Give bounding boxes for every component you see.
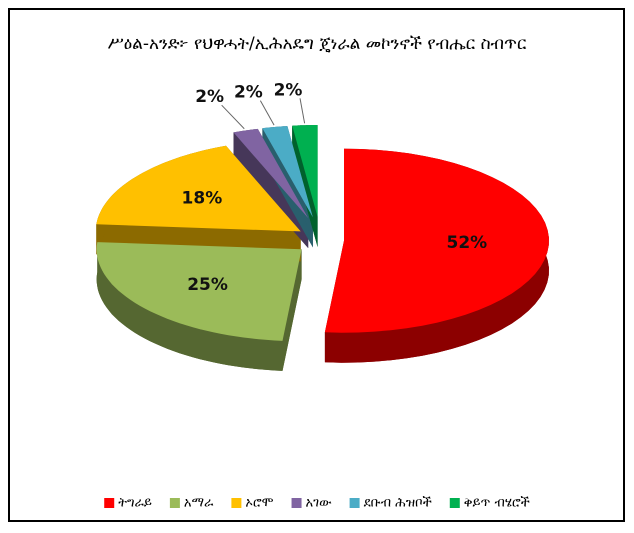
slice [96, 145, 301, 232]
label-leader [221, 104, 245, 130]
slice-outer-wall [96, 242, 283, 371]
data-label: 25% [187, 275, 228, 295]
label-leader [299, 98, 306, 124]
slice-edge-wall [292, 125, 318, 247]
legend-swatch [169, 498, 180, 508]
data-label: 2% [234, 83, 263, 103]
data-label: 2% [195, 87, 224, 107]
slice [262, 126, 313, 218]
slice-tops: 52% 25% 18% 2% 2% 2% [96, 80, 549, 341]
data-label: 18% [182, 189, 223, 209]
data-label: 2% [274, 80, 303, 100]
legend-label: ቅይጥ ብሄሮች [464, 496, 530, 511]
slice-edge-wall [282, 249, 302, 371]
slice [96, 242, 302, 341]
slice [292, 125, 318, 217]
legend-swatch [231, 498, 242, 508]
legend-label: ኦሮሞ [245, 496, 273, 511]
legend-label: አገው [306, 496, 333, 511]
legend-label: ደቡብ ሕዝቦች [364, 496, 432, 511]
legend-swatch [449, 498, 460, 508]
legend-label: ትግራይ [118, 496, 152, 511]
slice [233, 128, 309, 219]
data-label: 52% [446, 233, 487, 253]
legend-swatch [104, 498, 115, 508]
legend-swatch [349, 498, 360, 508]
legend-swatch [291, 498, 302, 508]
slice [324, 148, 549, 333]
legend: ትግራይ አማራ ኦሮሞ አገው ደቡብ ሕዝቦች ቅይጥ ብሄሮች [104, 496, 530, 511]
chart-title: ሥዕል-አንድ፦ የህዋሓት/ኢሕአዴግ ጄነራል መኮንኖች የብሔር ስብጥ… [108, 34, 527, 54]
legend-label: አማራ [184, 496, 214, 511]
label-leader [259, 100, 275, 126]
